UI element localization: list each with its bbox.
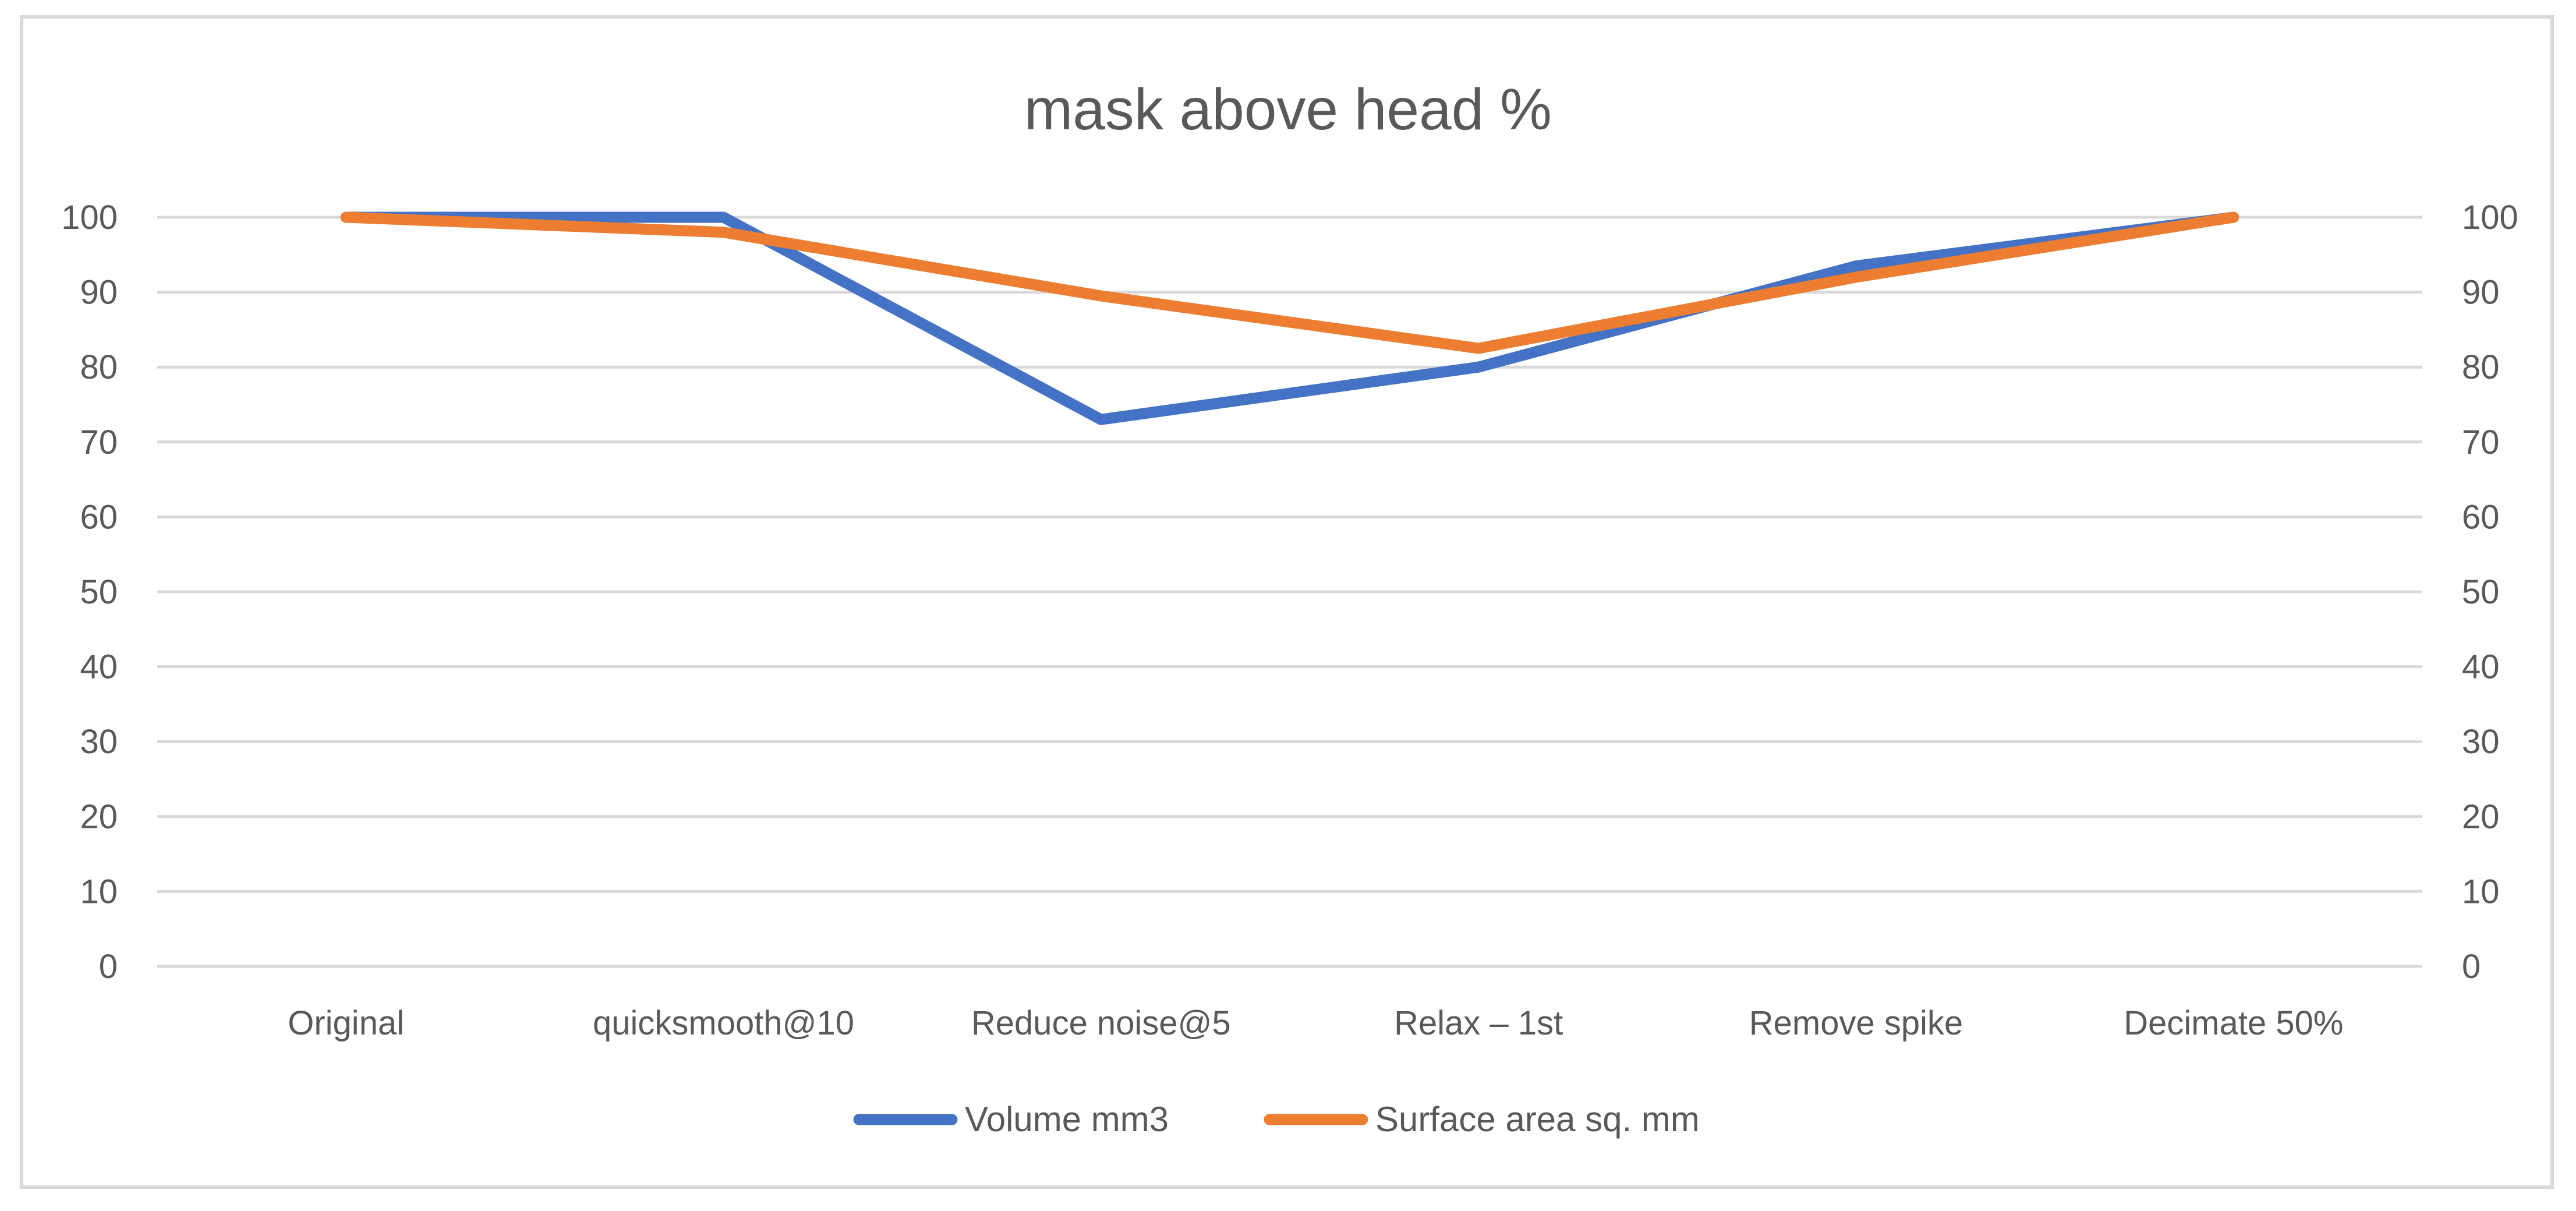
y-tick-label-right: 60 (2462, 498, 2500, 536)
y-tick-label-left: 0 (99, 948, 118, 986)
x-tick-label: quicksmooth@10 (593, 1004, 854, 1042)
x-tick-label: Reduce noise@5 (971, 1004, 1231, 1042)
chart-title: mask above head % (1024, 77, 1552, 142)
legend: Volume mm3 Surface area sq. mm (853, 1100, 1700, 1139)
x-tick-label: Decimate 50% (2124, 1004, 2343, 1042)
y-tick-label-right: 80 (2462, 348, 2500, 386)
y-tick-label-right: 30 (2462, 723, 2500, 761)
y-tick-label-right: 20 (2462, 798, 2500, 836)
gridlines (157, 216, 2422, 968)
series-lines (340, 211, 2239, 425)
y-tick-label-right: 10 (2462, 873, 2500, 910)
series-line-1 (340, 211, 2239, 425)
y-tick-label-right: 0 (2462, 948, 2481, 986)
x-tick-label: Remove spike (1749, 1004, 1963, 1042)
y-axis-left: 0 10 20 30 40 50 60 70 80 90 100 (61, 199, 118, 986)
y-tick-label-left: 60 (80, 498, 118, 536)
y-tick-label-right: 50 (2462, 573, 2500, 611)
y-tick-label-left: 90 (80, 274, 118, 312)
y-tick-label-left: 30 (80, 723, 118, 761)
y-tick-label-right: 40 (2462, 648, 2500, 686)
y-tick-label-right: 90 (2462, 274, 2500, 312)
x-tick-label: Original (288, 1004, 404, 1042)
y-axis-right: 0 10 20 30 40 50 60 70 80 90 100 (2462, 199, 2518, 986)
series-line-2 (340, 211, 2239, 354)
y-tick-label-left: 100 (61, 199, 118, 236)
y-tick-label-left: 70 (80, 423, 118, 461)
y-tick-label-left: 20 (80, 798, 118, 836)
y-tick-label-right: 100 (2462, 199, 2518, 236)
legend-label-2: Surface area sq. mm (1375, 1100, 1700, 1139)
x-tick-label: Relax – 1st (1394, 1004, 1563, 1042)
y-tick-label-left: 10 (80, 873, 118, 910)
y-tick-label-left: 50 (80, 573, 118, 611)
x-axis: Original quicksmooth@10 Reduce noise@5 Rela… (288, 1004, 2343, 1042)
y-tick-label-left: 40 (80, 648, 118, 686)
y-tick-label-right: 70 (2462, 423, 2500, 461)
legend-label-1: Volume mm3 (965, 1100, 1169, 1139)
chart-frame (20, 15, 2554, 1189)
y-tick-label-left: 80 (80, 348, 118, 386)
